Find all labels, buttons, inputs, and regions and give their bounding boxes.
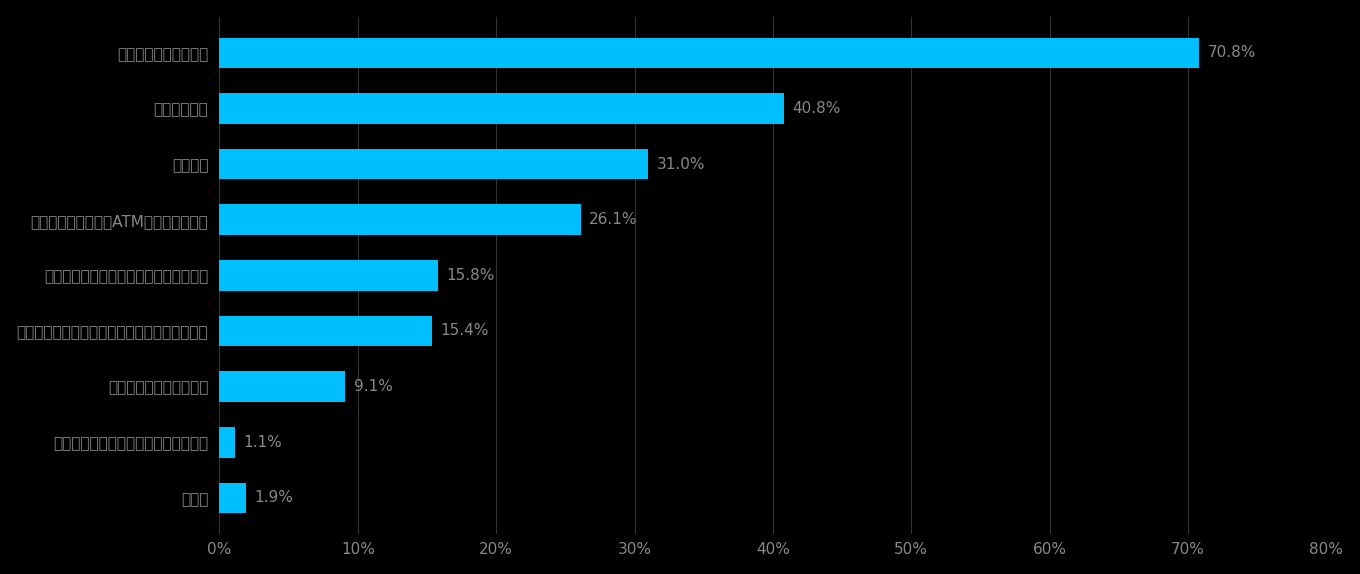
Bar [219,316,432,346]
Bar [219,371,345,402]
Bar [219,427,235,457]
Text: 40.8%: 40.8% [793,101,840,116]
Bar [219,260,438,290]
Bar [219,483,246,513]
Text: 15.8%: 15.8% [446,268,495,283]
Text: 26.1%: 26.1% [589,212,638,227]
Bar [219,204,581,235]
Bar [219,37,1200,68]
Bar [219,93,783,124]
Text: 1.9%: 1.9% [254,490,292,505]
Text: 70.8%: 70.8% [1208,45,1255,60]
Bar [219,149,649,180]
Text: 31.0%: 31.0% [657,157,706,172]
Text: 9.1%: 9.1% [354,379,393,394]
Text: 1.1%: 1.1% [243,435,282,449]
Text: 15.4%: 15.4% [441,324,490,339]
